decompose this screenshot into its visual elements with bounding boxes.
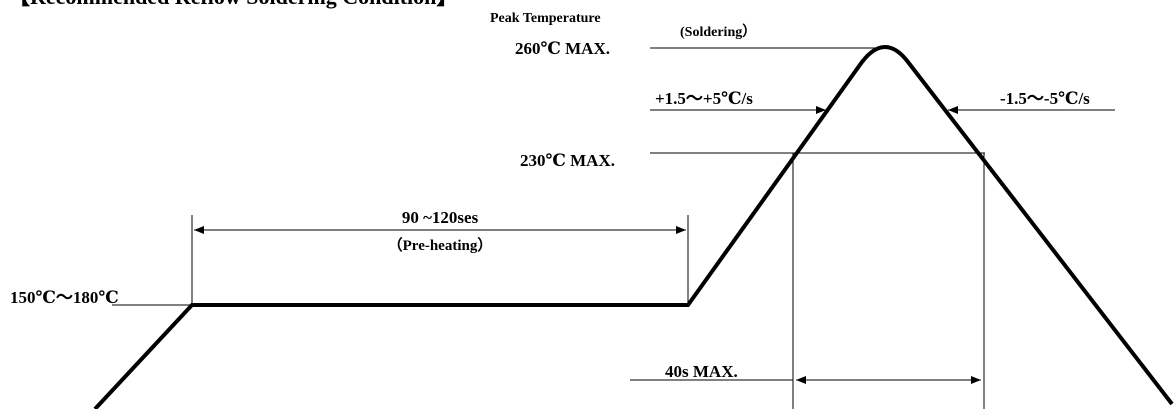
label: +1.5～+5℃/s [655,89,753,108]
label: -1.5～-5℃/s [1000,89,1090,108]
label: 260℃ MAX. [515,39,610,58]
title: 【Recommended Reflow Soldering Condition】 [8,0,458,9]
label: （Pre-heating） [388,236,493,254]
label: 40s MAX. [665,362,738,381]
label: (Soldering） [680,24,756,40]
label: 230℃ MAX. [520,151,615,170]
label: 90 ~120ses [402,208,479,227]
label: 150℃～180℃ [10,288,119,307]
label: Peak Temperature [490,11,601,26]
